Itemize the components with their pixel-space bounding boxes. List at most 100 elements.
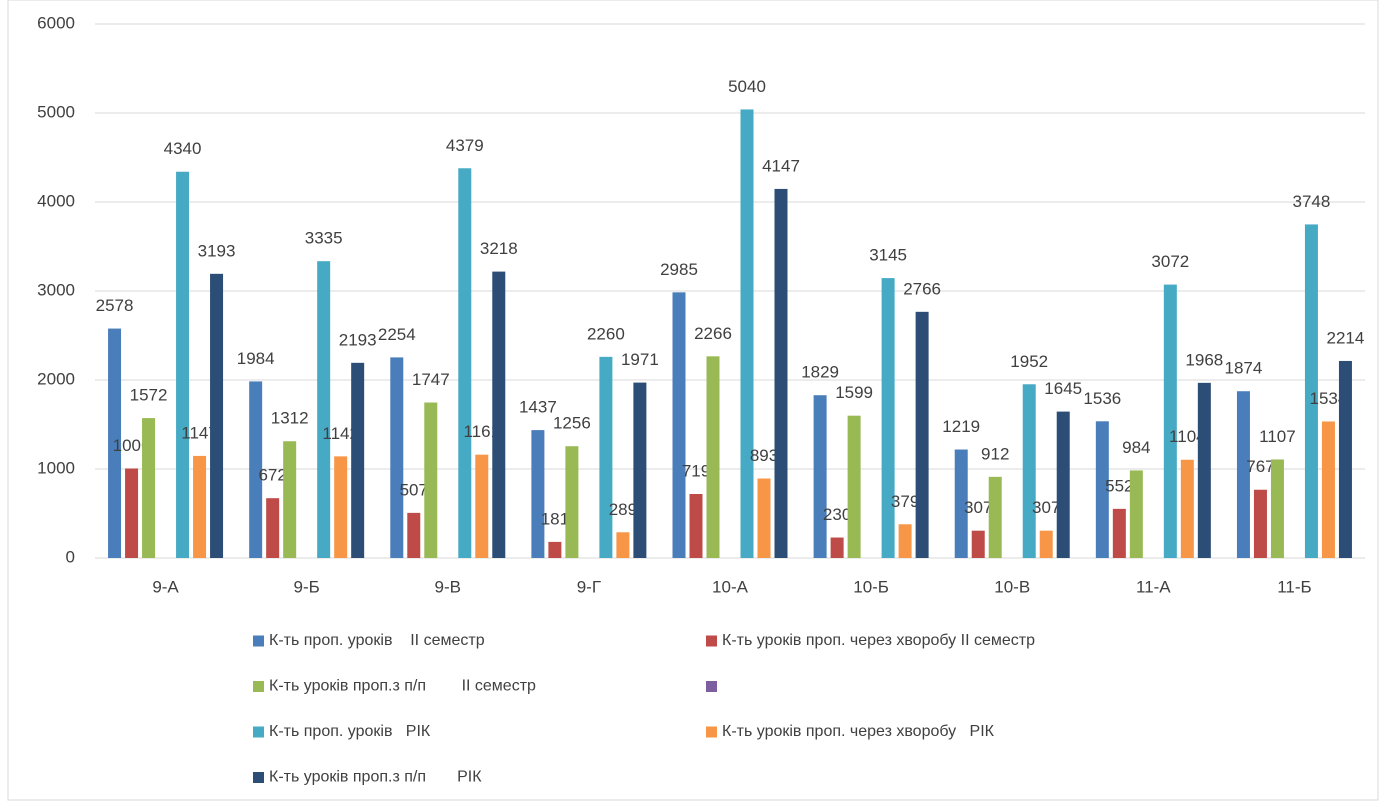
bar [351,362,365,558]
data-label: 1437 [519,398,557,417]
bar [774,188,788,559]
bar [475,454,489,558]
data-label: 767 [1246,457,1274,476]
y-tick-label: 0 [66,547,75,566]
bar [1039,530,1053,558]
data-label: 1971 [621,350,659,369]
y-tick-label: 1000 [37,458,75,477]
data-label: 2214 [1327,328,1365,347]
bar [565,446,579,558]
x-tick-label: 11-А [1136,577,1171,596]
bar [407,512,421,558]
x-tick-label: 11-Б [1277,577,1311,596]
x-tick-label: 10-Б [853,577,889,596]
bar [1056,411,1070,558]
bar [210,273,224,558]
bar [142,418,156,558]
bar [492,271,506,558]
data-label: 5040 [728,77,766,96]
bar [1197,382,1211,558]
legend-marker [706,635,717,647]
y-tick-label: 2000 [37,369,75,388]
legend-marker [706,726,717,738]
bar [616,532,630,558]
bar [898,524,912,558]
legend-label: К-ть уроків проп.з п/п ІІ семестр [269,678,536,695]
bar [108,328,122,558]
bar [1236,391,1250,558]
bar [988,476,1002,558]
bar [757,478,771,558]
legend-label: К-ть уроків проп.з п/п РІК [269,769,482,786]
data-label: 4379 [446,136,484,155]
y-tick-label: 5000 [37,102,75,121]
x-tick-label: 10-В [994,577,1030,596]
bar [548,541,562,558]
data-label: 672 [258,466,286,485]
data-label: 1572 [130,386,168,405]
data-label: 507 [400,480,428,499]
data-label: 1968 [1185,350,1223,369]
legend-marker [253,635,264,647]
y-tick-label: 4000 [37,191,75,210]
bar [1112,508,1126,558]
data-label: 1534 [1310,389,1348,408]
data-label: 3218 [480,239,518,258]
data-label: 230 [823,505,851,524]
bar [334,456,348,558]
data-label: 1829 [801,363,839,382]
data-label: 1219 [942,417,980,436]
bar [1022,384,1036,558]
data-label: 181 [541,509,569,528]
bar [176,171,190,559]
data-label: 1645 [1044,379,1082,398]
data-label: 1599 [835,383,873,402]
bar [881,278,895,558]
data-label: 2766 [903,279,941,298]
bar [847,415,861,558]
data-label: 3748 [1293,192,1331,211]
bar [971,530,985,558]
bar [672,292,686,558]
data-label: 1006 [113,436,151,455]
data-label: 984 [1122,438,1150,457]
data-label: 1747 [412,370,450,389]
bar [1338,360,1352,558]
data-label: 1984 [237,349,275,368]
data-label: 1147 [181,423,218,442]
legend-label: К-ть уроків проп. через хворобу РІК [722,723,995,740]
bar [424,402,438,558]
legend-label: К-ть проп. уроків РІК [269,723,431,740]
data-label: 4340 [164,139,202,158]
data-label: 1256 [553,414,591,433]
legend-marker [253,681,264,692]
data-label: 1142 [322,424,359,443]
bar [954,449,968,558]
bar [390,357,404,558]
data-label: 2266 [694,324,732,343]
data-label: 1536 [1083,389,1121,408]
data-label: 2260 [587,324,625,343]
bar [1321,421,1335,558]
bar [1304,224,1318,559]
y-tick-label: 6000 [37,13,75,32]
bar [1129,470,1143,558]
bar [249,381,263,558]
legend-marker [253,772,264,783]
data-label: 1161 [463,422,500,441]
bar [125,468,139,558]
data-label: 1952 [1010,352,1048,371]
bar [283,441,297,558]
data-label: 2578 [96,296,134,315]
x-tick-label: 9-Г [577,577,601,596]
bar [1163,284,1177,558]
data-label: 3193 [198,241,236,260]
data-label: 719 [682,461,710,480]
chart-frame [7,0,1379,801]
bar [599,356,613,558]
data-label: 3145 [869,246,907,265]
legend-label: К-ть уроків проп. через хворобу ІІ семес… [722,632,1035,649]
data-label: 307 [964,498,992,517]
bar [740,109,754,558]
